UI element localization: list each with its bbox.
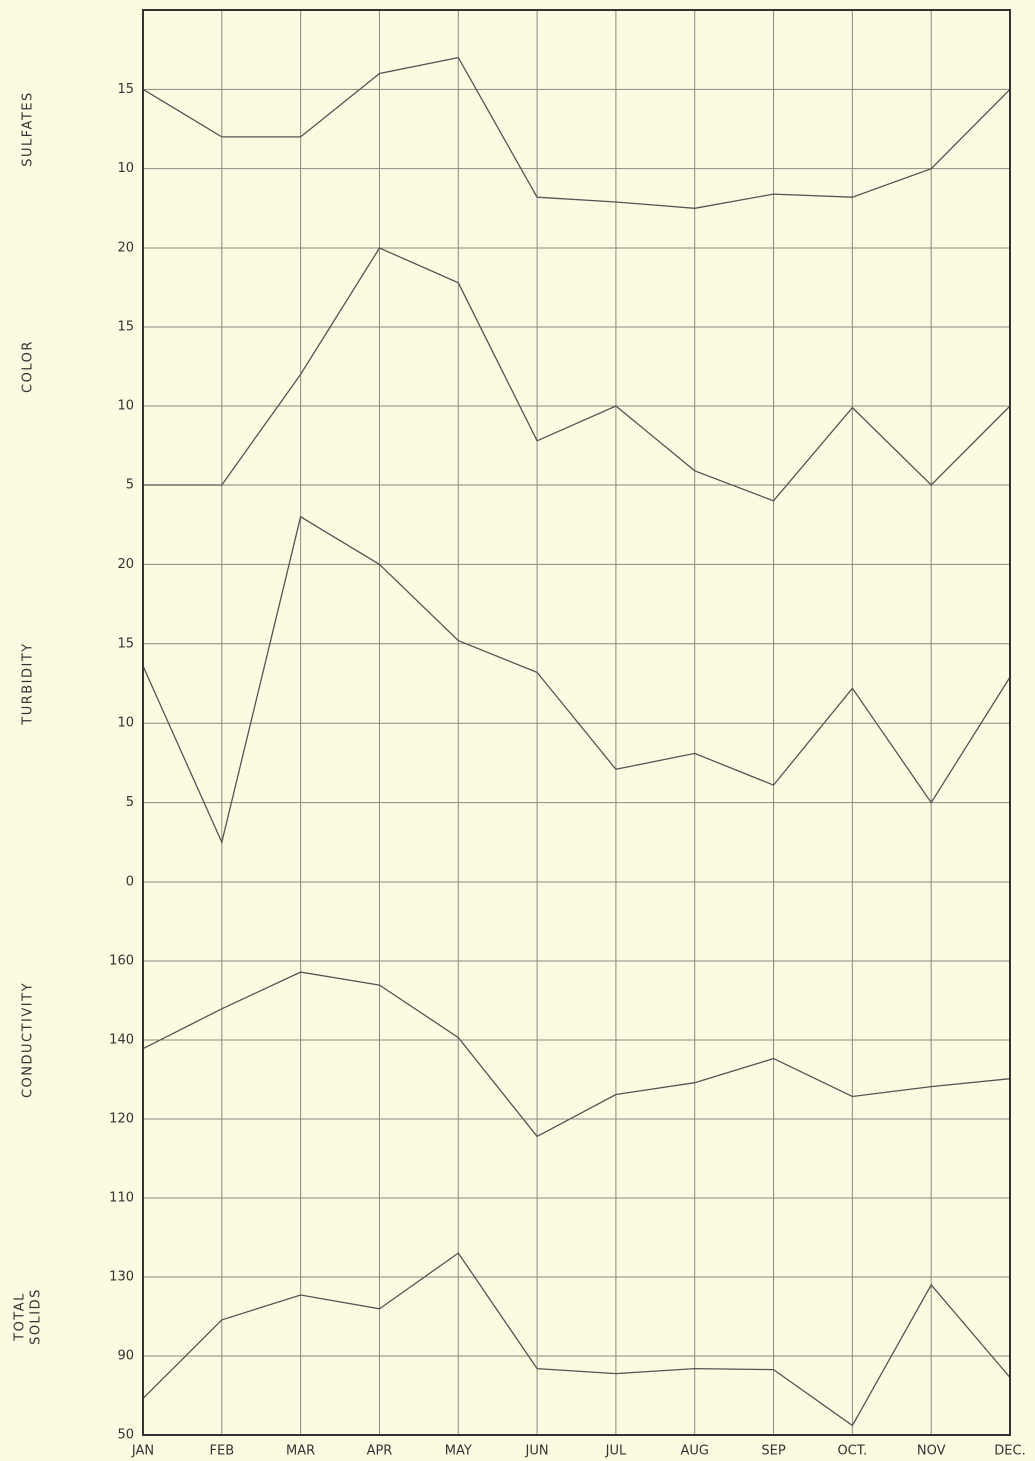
y-axis-label: SULFATES	[21, 91, 36, 167]
y-axis-label: CONDUCTIVITY	[21, 982, 36, 1098]
x-tick-label: OCT.	[837, 1444, 867, 1459]
data-line	[142, 515, 1011, 845]
x-tick-label: JUN	[525, 1444, 549, 1459]
y-tick-label: 5	[126, 478, 134, 493]
y-axis-label: TOTAL	[13, 1292, 28, 1342]
y-tick-label: 140	[109, 1033, 134, 1048]
x-tick-label: JAN	[131, 1444, 154, 1459]
y-tick-label: 10	[117, 399, 134, 414]
y-tick-label: 10	[117, 716, 134, 731]
y-axis-label: SOLIDS	[29, 1288, 44, 1345]
x-tick-label: MAR	[286, 1444, 315, 1459]
y-tick-label: 20	[117, 557, 134, 572]
data-line	[142, 971, 1011, 1138]
y-tick-label: 15	[117, 320, 134, 335]
plot-border	[142, 9, 1011, 1436]
data-line	[142, 1252, 1011, 1427]
x-tick-label: SEP	[761, 1444, 785, 1459]
data-line	[143, 247, 1011, 502]
data-line	[142, 56, 1011, 209]
y-tick-label: 15	[117, 82, 134, 97]
y-tick-label: 90	[117, 1349, 134, 1364]
x-tick-label: AUG	[680, 1444, 708, 1459]
x-tick-label: NOV	[917, 1444, 946, 1459]
y-tick-label: 20	[117, 241, 134, 256]
y-tick-label: 160	[109, 954, 134, 969]
y-tick-label: 15	[117, 636, 134, 651]
y-axis-label: TURBIDITY	[21, 642, 36, 725]
x-tick-label: FEB	[210, 1444, 235, 1459]
x-tick-label: DEC.	[994, 1444, 1025, 1459]
x-tick-label: APR	[367, 1444, 393, 1459]
x-tick-label: MAY	[445, 1444, 472, 1459]
y-tick-label: 130	[109, 1270, 134, 1285]
y-tick-label: 120	[109, 1112, 134, 1127]
x-tick-label: JUL	[605, 1444, 627, 1459]
y-axis-label: COLOR	[21, 340, 36, 393]
y-tick-label: 50	[117, 1428, 134, 1443]
y-tick-label: 10	[117, 161, 134, 176]
y-tick-label: 110	[109, 1191, 134, 1206]
y-tick-label: 5	[126, 795, 134, 810]
y-tick-label: 0	[126, 875, 134, 890]
